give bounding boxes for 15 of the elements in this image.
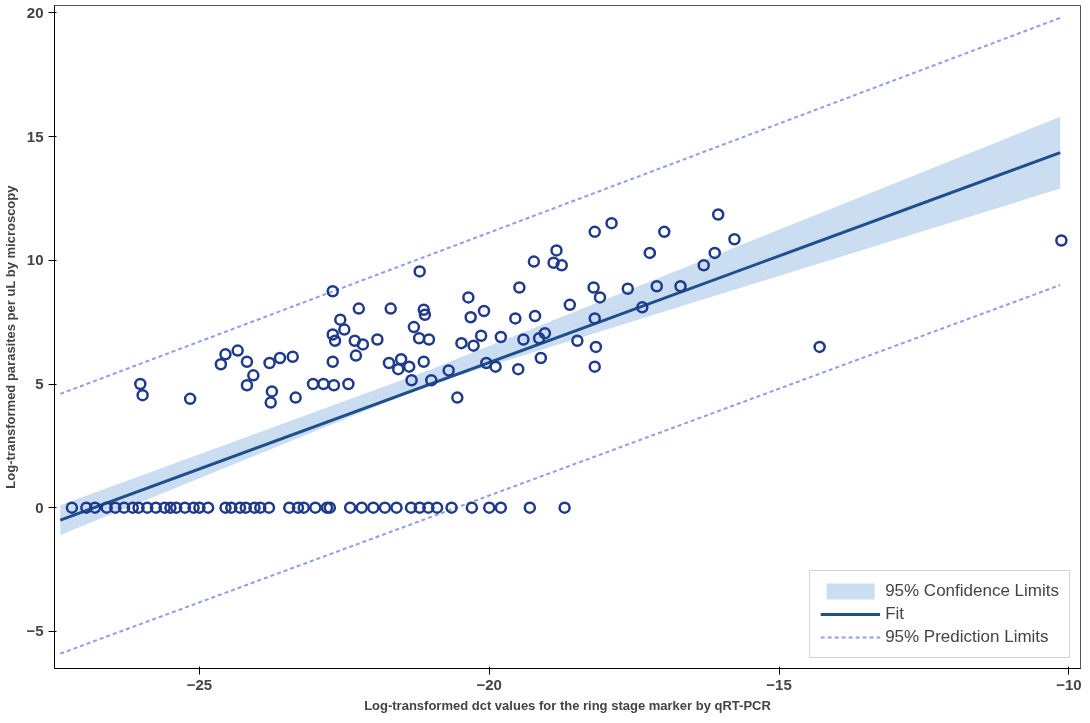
y-tick-label: 10 — [26, 251, 44, 269]
y-tick-label: −5 — [26, 622, 44, 640]
y-tick-label: 20 — [26, 3, 44, 21]
x-tick-label: −15 — [766, 675, 792, 693]
x-axis-title: Log-transformed dct values for the ring stage marker by qRT-PCR — [364, 697, 772, 713]
legend-label: 95% Prediction Limits — [885, 627, 1049, 647]
legend-label: 95% Confidence Limits — [885, 581, 1059, 601]
y-axis-title: Log-transformed parasites per uL by microscopy — [3, 184, 19, 489]
y-tick-label: 5 — [35, 375, 44, 392]
x-tick-label: −20 — [476, 675, 502, 693]
legend-label: Fit — [885, 604, 905, 624]
y-tick-label: 0 — [35, 498, 44, 516]
y-tick-label: 15 — [26, 127, 44, 145]
x-tick-label: −25 — [186, 675, 213, 693]
x-tick-label: −10 — [1056, 675, 1082, 693]
